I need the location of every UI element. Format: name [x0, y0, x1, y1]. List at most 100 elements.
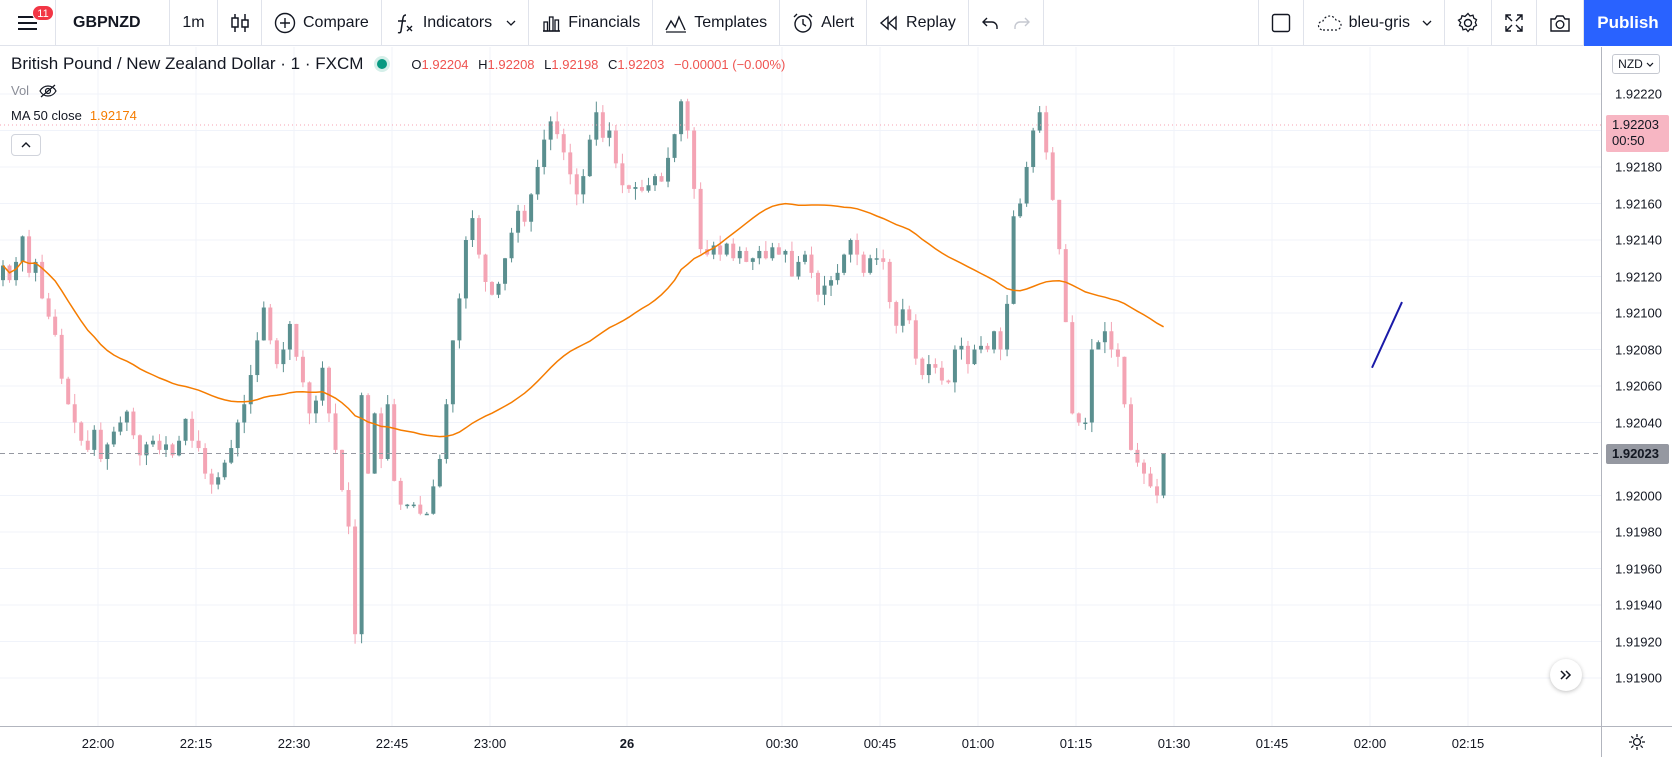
candle-body [633, 187, 638, 189]
candle-body [1044, 112, 1049, 153]
candle-body [1128, 404, 1133, 450]
templates-label: Templates [694, 14, 768, 31]
candle-body [1057, 199, 1062, 250]
layout-button[interactable]: bleu-gris [1304, 0, 1445, 46]
fullscreen-frame-button[interactable] [1257, 0, 1304, 46]
candle-body [672, 134, 677, 158]
indicators-button[interactable]: Indicators [382, 0, 530, 46]
candle-body [522, 210, 527, 222]
symbol-search-button[interactable]: GBPNZD [56, 0, 170, 46]
candle-body [848, 240, 853, 255]
undo-icon[interactable] [981, 16, 999, 30]
replay-button[interactable]: Replay [867, 0, 969, 46]
ma-legend: MA 50 close 1.92174 [11, 108, 137, 123]
candle-body [483, 254, 488, 282]
candle-body [907, 309, 912, 321]
candle-body [1083, 422, 1088, 424]
ma-value: 1.92174 [89, 108, 137, 123]
candle-body [20, 236, 25, 262]
candle-body [294, 323, 299, 357]
candle-body [229, 448, 234, 463]
candle-body [1142, 462, 1146, 474]
eye-hidden-icon[interactable] [39, 84, 57, 98]
templates-button[interactable]: Templates [653, 0, 781, 46]
settings-button[interactable] [1445, 0, 1492, 46]
templates-icon [665, 15, 687, 33]
compare-label: Compare [303, 14, 369, 31]
candle-body [868, 258, 873, 273]
candle-body [842, 254, 847, 273]
candle-body [587, 139, 592, 177]
time-tick-label: 22:30 [277, 736, 311, 751]
compare-button[interactable]: Compare [262, 0, 382, 46]
function-icon [397, 14, 413, 34]
chart-settings-corner[interactable] [1601, 726, 1672, 757]
candle-body [1109, 331, 1114, 350]
collapse-legend-button[interactable] [11, 134, 41, 156]
low-value: 1.92198 [551, 56, 599, 72]
expand-icon [1505, 14, 1523, 32]
chart-pane[interactable]: British Pound / New Zealand Dollar · 1 ·… [0, 47, 1601, 726]
price-chart [0, 47, 1601, 726]
fullscreen-button[interactable] [1492, 0, 1537, 46]
time-tick-label: 22:15 [179, 736, 213, 751]
candle-body [1089, 349, 1094, 423]
candle-body [776, 247, 781, 255]
candle-body [320, 367, 325, 401]
candle-body [1070, 322, 1075, 414]
crosshair-price-label: 1.92023 [1606, 443, 1669, 464]
candle-body [679, 101, 684, 135]
candle-body [261, 307, 266, 341]
candle-body [861, 254, 866, 273]
candle-body [829, 280, 834, 286]
price-axis[interactable]: 1.91900 1.91920 1.91940 1.91960 1.91980 1.920… [1601, 47, 1672, 726]
candle-body [900, 309, 905, 326]
candle-body [72, 404, 77, 423]
price-tick-label: 1.91920 [1615, 634, 1662, 649]
candle-body [411, 504, 416, 507]
candle-body [14, 261, 19, 281]
candle-body [574, 174, 579, 195]
candle-body [737, 250, 742, 259]
candle-body [385, 404, 390, 459]
candle-body [783, 250, 788, 255]
snapshot-button[interactable] [1537, 0, 1584, 46]
financials-button[interactable]: Financials [529, 0, 654, 46]
candle-body [979, 345, 983, 350]
candle-body [503, 258, 508, 284]
candle-body [685, 101, 690, 131]
chart-type-button[interactable] [218, 0, 262, 46]
undo-redo-group [969, 0, 1044, 46]
open-key: O [411, 56, 422, 72]
candle-body [1031, 130, 1036, 167]
alert-button[interactable]: Alert [780, 0, 868, 46]
candle-body [855, 240, 860, 255]
currency-selector[interactable]: NZD [1612, 54, 1660, 74]
candle-body [744, 250, 749, 262]
ohlc-values: O1.92204 H1.92208 L1.92198 C1.92203 −0.0… [405, 57, 785, 72]
layout-name: bleu-gris [1348, 14, 1410, 31]
scroll-to-realtime-button[interactable] [1550, 659, 1582, 691]
camera-icon [1550, 15, 1570, 32]
candle-body [822, 285, 827, 295]
redo-icon[interactable] [1013, 16, 1031, 30]
high-value: 1.92208 [487, 56, 535, 72]
candle-body [816, 272, 820, 295]
candle-body [418, 504, 423, 514]
candle-body [242, 404, 247, 423]
candle-body [457, 298, 462, 341]
time-tick-label: 01:45 [1255, 736, 1289, 751]
candle-body [548, 121, 553, 140]
publish-button[interactable]: Publish [1584, 0, 1672, 46]
candle-body [105, 444, 110, 459]
candle-body [639, 187, 644, 191]
time-tick-label: 00:30 [765, 736, 799, 751]
candle-body [594, 112, 599, 140]
time-axis[interactable]: 22:00 22:15 22:30 22:45 23:00 26 00:30 00:45 01:… [0, 726, 1601, 757]
interval-button[interactable]: 1m [170, 0, 218, 46]
chevron-down-icon [506, 20, 516, 26]
time-tick-label: 26 [619, 736, 635, 751]
last-price-value: 1.92203 [1612, 117, 1659, 133]
candle-body [470, 218, 475, 240]
main-menu-button[interactable]: 11 [0, 0, 56, 46]
